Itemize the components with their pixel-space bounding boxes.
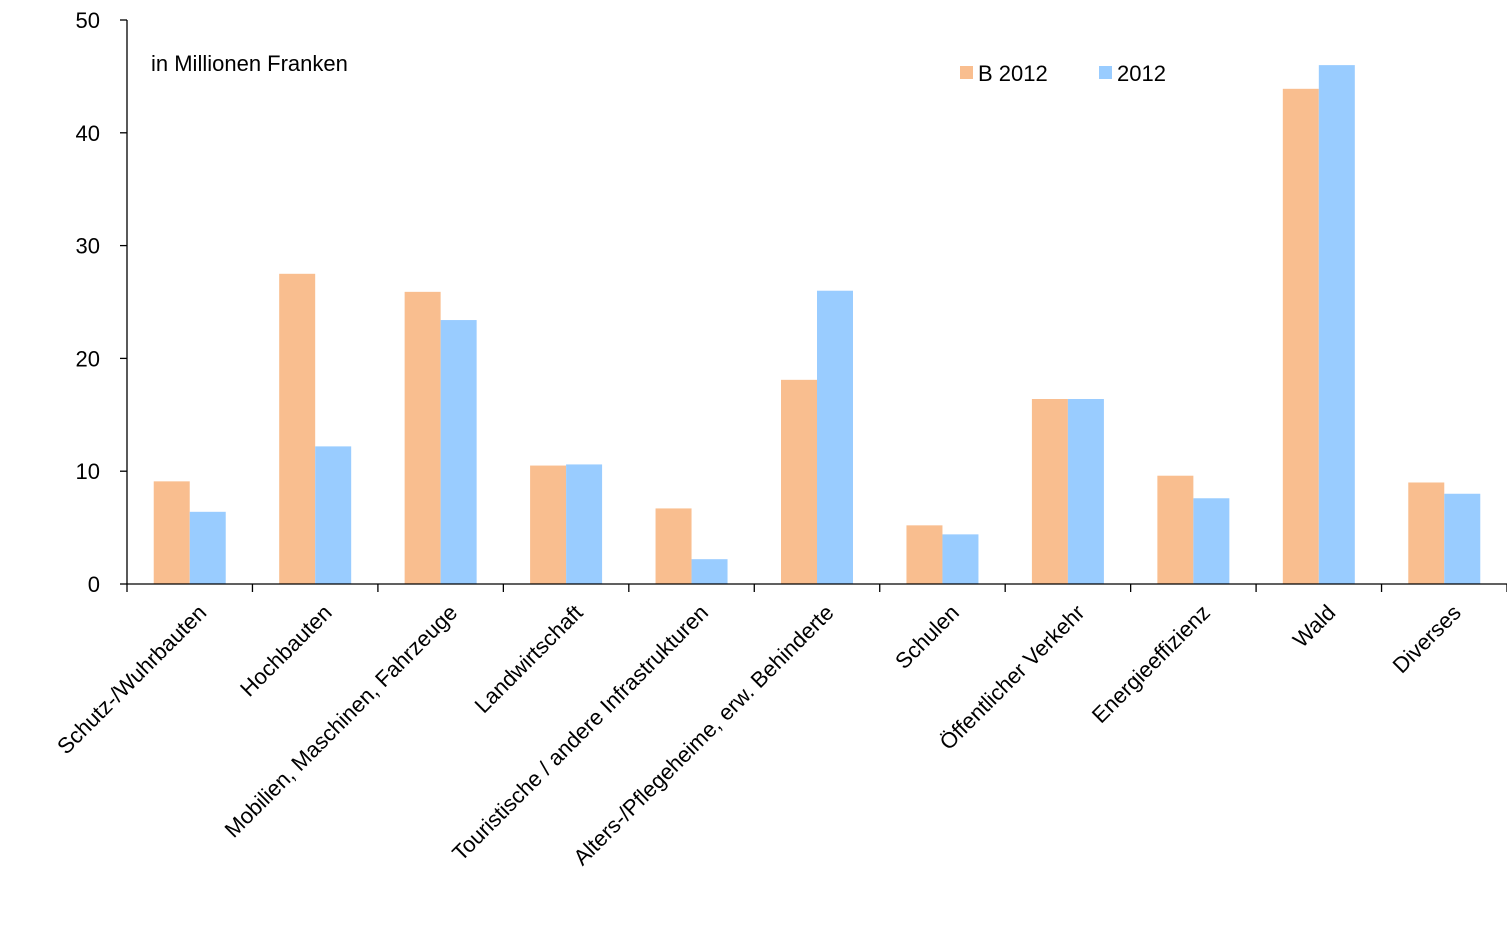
bar-series-1-7	[1067, 399, 1104, 584]
x-category-label: Wald	[1288, 600, 1341, 653]
bar-series-1-0	[189, 511, 226, 584]
unit-annotation: in Millionen Franken	[151, 51, 348, 76]
bar-series-0-4	[655, 508, 692, 584]
bar-series-0-5	[781, 379, 817, 584]
bar-series-1-6	[942, 534, 979, 584]
bar-series-0-9	[1282, 88, 1319, 585]
x-category-label: Schutz-/Wuhrbauten	[52, 600, 211, 759]
x-category-label: Touristische / andere Infrastrukturen	[447, 600, 713, 866]
bar-series-0-3	[530, 465, 567, 584]
bar-series-1-2	[440, 320, 477, 584]
legend-swatch	[1099, 66, 1112, 79]
y-tick-label: 40	[76, 121, 100, 146]
bar-series-0-6	[906, 525, 943, 584]
bars-layer	[153, 65, 1481, 585]
y-tick-label: 20	[76, 346, 100, 371]
y-axis-ticks: 0 10 20 30 40 50	[76, 8, 127, 597]
x-category-label: Mobilien, Maschinen, Fahrzeuge	[220, 600, 463, 843]
bar-series-1-8	[1193, 498, 1230, 584]
bar-series-0-2	[404, 291, 441, 584]
bar-series-0-0	[153, 481, 190, 584]
x-category-label: Alters-/Pflegeheime, erw. Behinderte	[568, 600, 838, 870]
y-tick-label: 30	[76, 234, 100, 259]
bar-series-1-9	[1318, 65, 1355, 585]
bar-series-0-7	[1031, 399, 1068, 584]
legend: B 2012 2012	[960, 61, 1166, 86]
legend-label: 2012	[1117, 61, 1166, 86]
bar-series-1-1	[315, 446, 352, 584]
x-category-label: Hochbauten	[235, 600, 337, 702]
bar-series-0-1	[279, 273, 316, 584]
bar-series-0-10	[1408, 482, 1445, 584]
bar-series-1-3	[566, 464, 603, 584]
x-category-label: Schulen	[890, 600, 964, 674]
bar-series-1-10	[1444, 493, 1481, 584]
x-category-label: Energieeffizienz	[1087, 600, 1215, 728]
y-tick-label: 10	[76, 459, 100, 484]
axes-layer	[126, 20, 1507, 585]
legend-label: B 2012	[978, 61, 1048, 86]
y-tick-label: 0	[88, 572, 100, 597]
y-tick-label: 50	[76, 8, 100, 33]
bar-series-1-4	[691, 559, 728, 584]
x-category-label: Landwirtschaft	[470, 600, 588, 718]
bar-series-1-5	[817, 290, 853, 584]
x-category-label: Diverses	[1388, 600, 1466, 678]
legend-swatch	[960, 66, 973, 79]
bar-series-0-8	[1157, 475, 1194, 584]
